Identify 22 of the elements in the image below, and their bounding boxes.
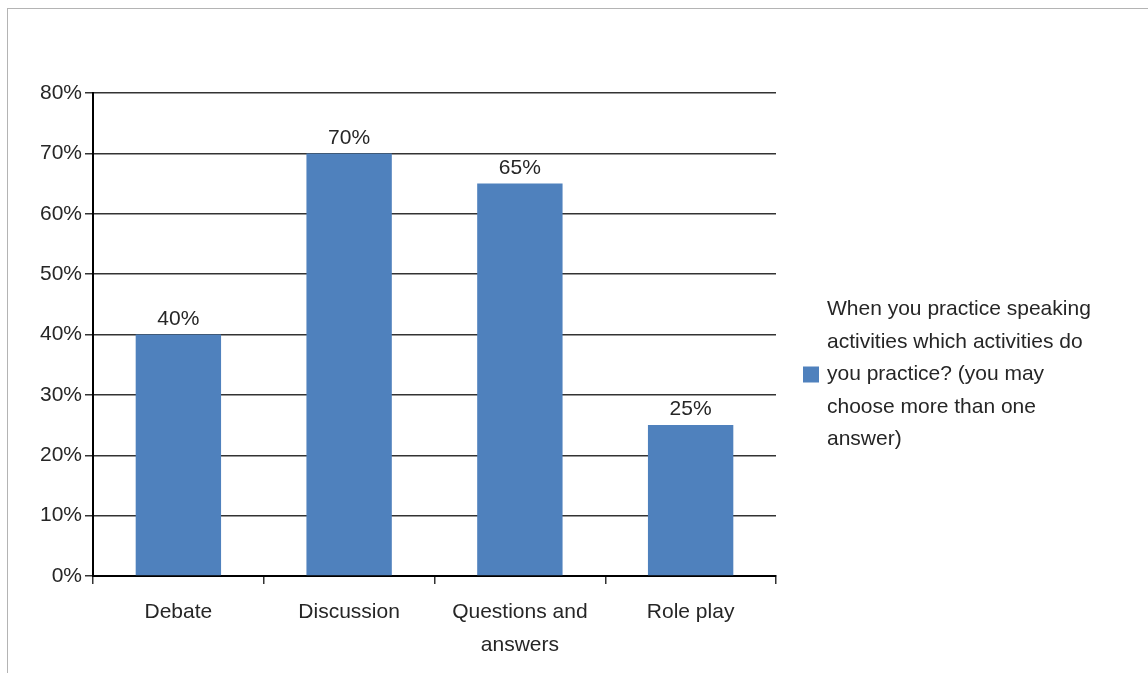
y-tick-label: 30% <box>39 381 82 405</box>
bar <box>135 334 222 576</box>
y-tick-label: 80% <box>39 79 82 103</box>
x-tick-label: Debate <box>144 599 213 623</box>
y-tick-label: 70% <box>39 140 82 164</box>
y-tick-label: 40% <box>39 321 82 345</box>
x-tick-label: Discussion <box>298 599 400 623</box>
y-tick-label: 60% <box>39 200 82 224</box>
bar <box>306 153 392 576</box>
data-label: 65% <box>498 154 541 178</box>
y-tick-label: 0% <box>51 562 82 586</box>
data-label: 40% <box>157 305 200 329</box>
legend-label: When you practice speaking activities which activities do you practice? (you may choose more than one answer) <box>827 296 1091 450</box>
x-tick-label: Role play <box>646 599 735 623</box>
bar <box>647 425 734 576</box>
y-tick-label: 20% <box>39 442 82 466</box>
x-tick-label: Questions and answers <box>452 599 588 655</box>
y-tick-label: 10% <box>39 502 82 526</box>
data-label: 25% <box>669 396 712 420</box>
bar <box>477 183 563 576</box>
data-label: 70% <box>328 124 371 148</box>
y-tick-label: 50% <box>39 260 82 284</box>
